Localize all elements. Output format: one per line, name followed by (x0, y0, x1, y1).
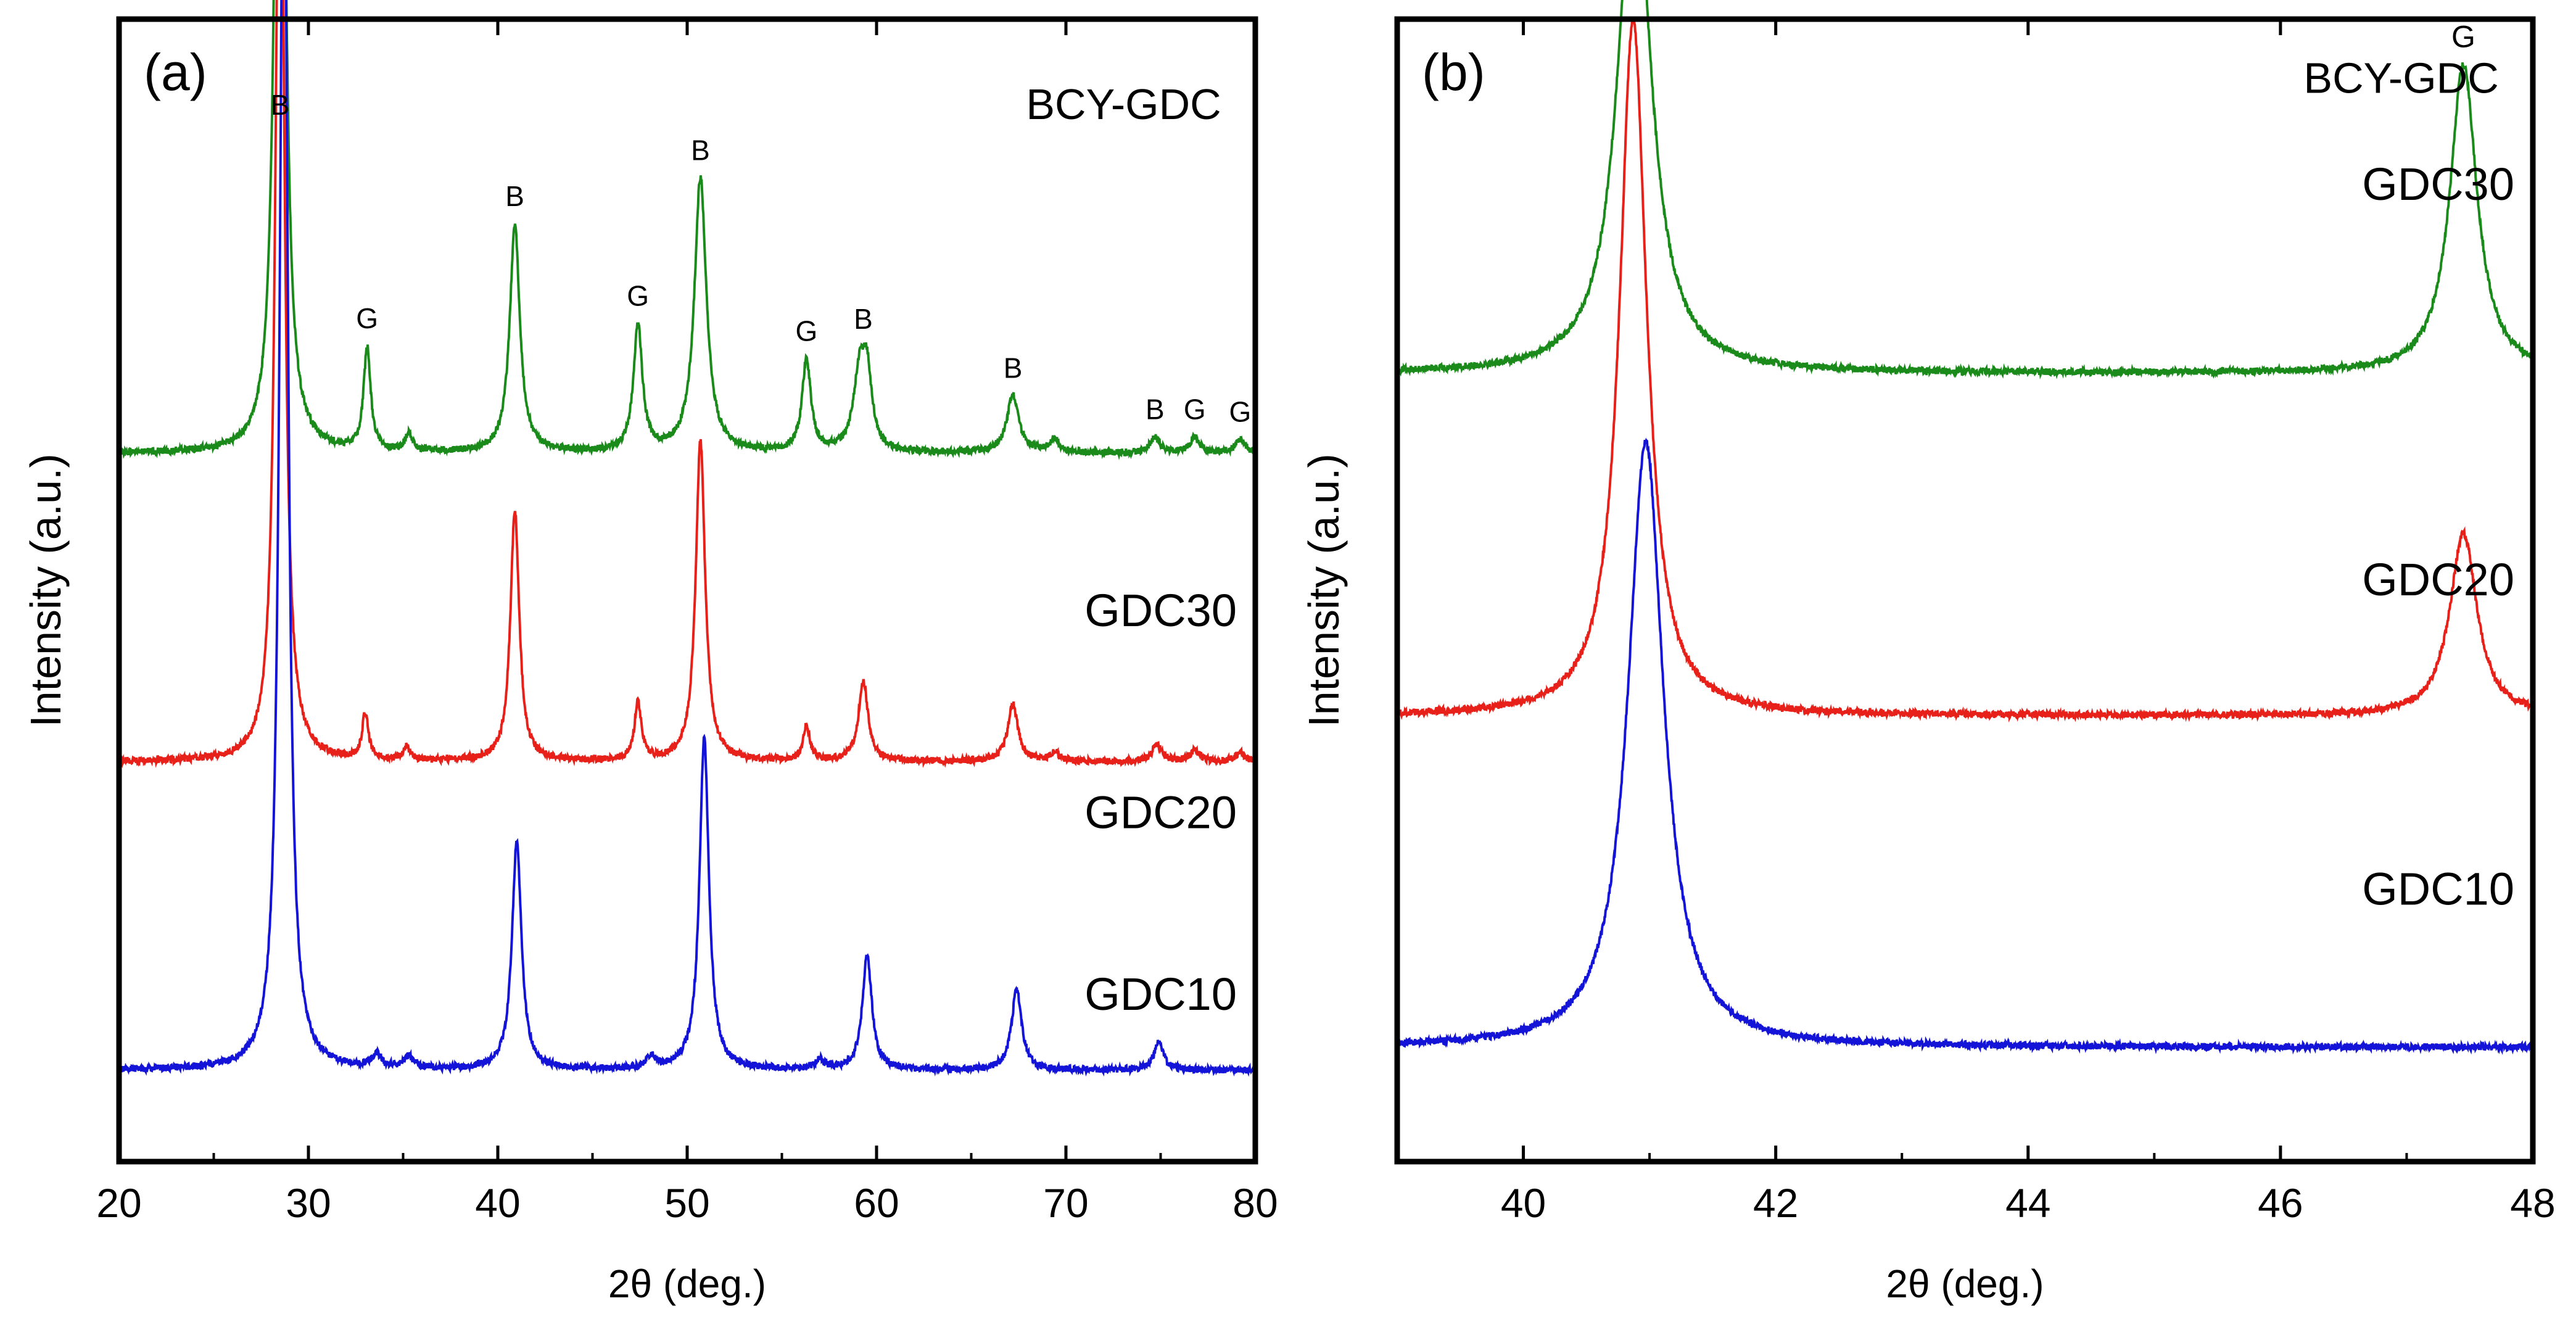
panel-label: (a) (144, 43, 207, 101)
series-label-gdc10: GDC10 (1084, 969, 1237, 1020)
x-tick-label: 40 (475, 1180, 520, 1226)
series-line-gdc20 (118, 0, 1257, 769)
peak-label: G (2451, 20, 2475, 54)
series-label-gdc30: GDC30 (1084, 585, 1237, 636)
panel-a: 20 30 40 50 60 70 80 2θ (deg.) Intensity (a.u.) (… (22, 0, 1278, 1306)
peak-label: G (627, 279, 649, 312)
panel-label: (b) (1422, 43, 1485, 101)
panel-b: 40 42 44 46 48 2θ (deg.) Intensity (a.u.) (b) BC… (1300, 0, 2556, 1306)
series-label-gdc30: GDC30 (2362, 159, 2514, 210)
x-tick-label: 46 (2258, 1180, 2303, 1226)
series-line-gdc30 (1396, 0, 2534, 380)
series-label-gdc20: GDC20 (2362, 554, 2514, 605)
x-tick-label: 20 (96, 1180, 141, 1226)
peak-label: B (854, 303, 873, 335)
x-axis-label: 2θ (deg.) (608, 1262, 766, 1306)
x-axis: 40 42 44 46 48 (1396, 19, 2556, 1226)
series-line-gdc20 (1397, 16, 2534, 723)
plot-frame (1394, 16, 2536, 1165)
x-tick-label: 80 (1232, 1180, 1278, 1226)
peak-label: B (271, 89, 290, 121)
series-label-gdc10: GDC10 (2362, 864, 2514, 915)
series-line-gdc30 (118, 0, 1257, 461)
x-tick-label: 40 (1501, 1180, 1546, 1226)
series-line-gdc10 (1396, 437, 2534, 1056)
x-tick-label: 50 (664, 1180, 709, 1226)
series-group (118, 0, 1257, 1077)
chart-title: BCY-GDC (2303, 54, 2498, 102)
peak-label: G (356, 302, 378, 334)
series-label-gdc20: GDC20 (1084, 787, 1237, 838)
x-tick-label: 42 (1753, 1180, 1798, 1226)
y-axis-label: Intensity (a.u.) (1300, 453, 1348, 727)
peak-annotations: B(022)G (2451, 20, 2475, 54)
peak-label: B (1004, 352, 1023, 384)
chart-title: BCY-GDC (1026, 80, 1221, 128)
series-group (1396, 0, 2534, 1056)
peak-label: B (691, 134, 710, 166)
y-axis-label: Intensity (a.u.) (22, 453, 70, 727)
x-axis-label: 2θ (deg.) (1886, 1262, 2044, 1306)
x-tick-label: 44 (2005, 1180, 2050, 1226)
peak-label: G (1184, 393, 1206, 425)
x-axis: 20 30 40 50 60 70 80 (96, 19, 1278, 1226)
peak-label: G (796, 315, 818, 347)
peak-label: G (1229, 396, 1252, 428)
x-tick-label: 60 (854, 1180, 899, 1226)
series-line-gdc10 (118, 0, 1257, 1077)
x-tick-label: 70 (1043, 1180, 1088, 1226)
x-tick-label: 30 (286, 1180, 331, 1226)
x-tick-label: 48 (2510, 1180, 2555, 1226)
peak-label: B (1146, 394, 1165, 426)
peak-label: B (505, 180, 524, 212)
